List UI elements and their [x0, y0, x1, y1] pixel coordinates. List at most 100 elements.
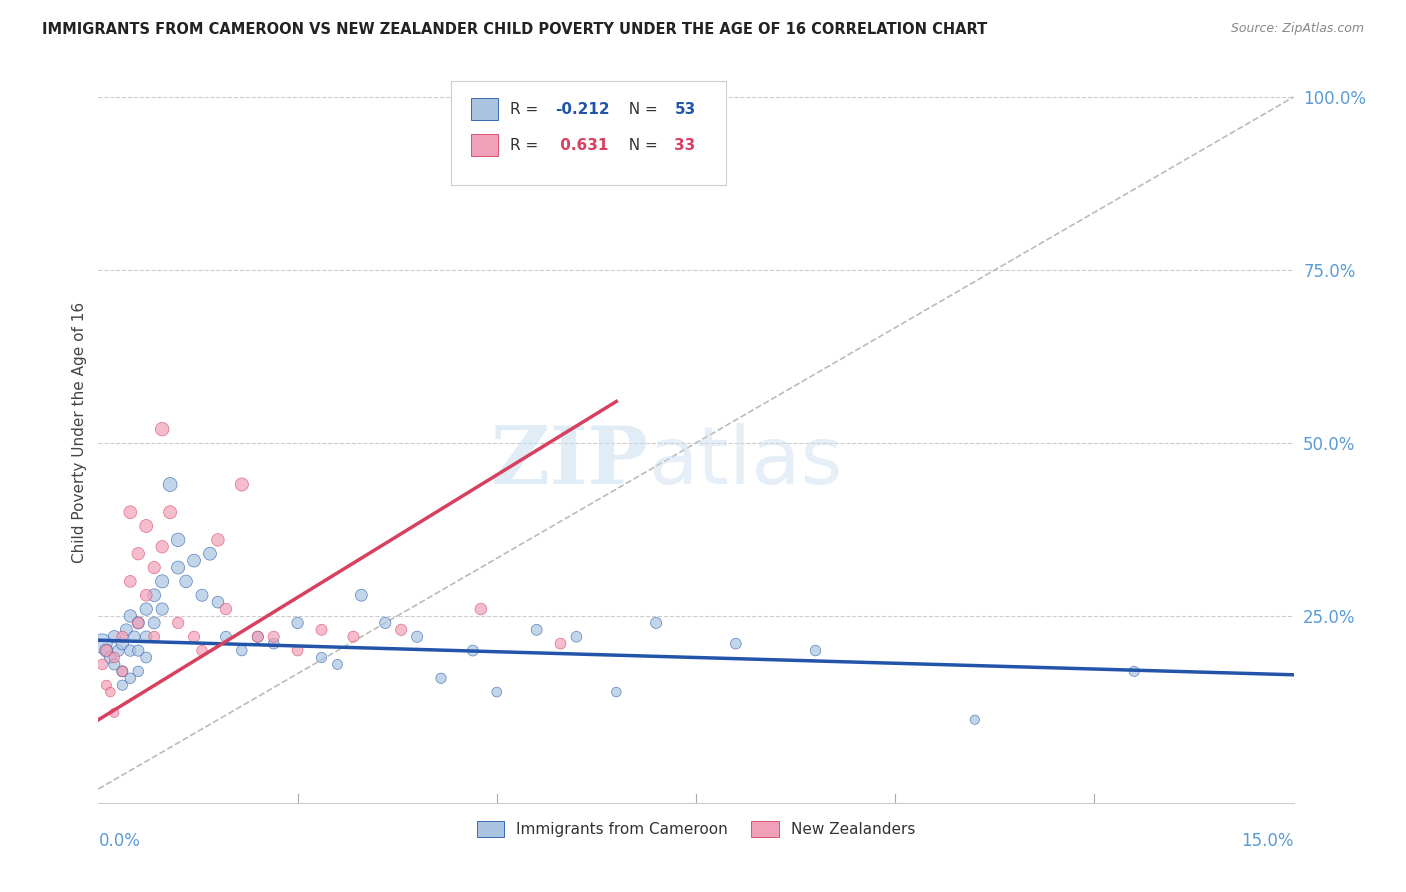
Point [127, 547, 149, 561]
Point [207, 595, 229, 609]
Point [565, 630, 588, 644]
Point [1123, 665, 1146, 679]
Point [207, 533, 229, 547]
Text: -0.212: -0.212 [555, 102, 610, 117]
Point [183, 554, 205, 568]
Point [246, 630, 269, 644]
Point [115, 623, 138, 637]
Point [143, 615, 166, 630]
Point [461, 643, 484, 657]
Point [103, 706, 125, 720]
Point [159, 477, 181, 491]
Point [804, 643, 827, 657]
Point [191, 588, 214, 602]
Point [127, 643, 149, 657]
Point [111, 665, 134, 679]
Point [150, 574, 173, 589]
Point [120, 609, 142, 624]
Point [485, 685, 508, 699]
Text: 53: 53 [675, 102, 696, 117]
Point [124, 630, 146, 644]
Point [215, 602, 238, 616]
Point [470, 602, 492, 616]
Point [143, 560, 166, 574]
Point [246, 630, 269, 644]
Point [120, 574, 142, 589]
Legend: Immigrants from Cameroon, New Zealanders: Immigrants from Cameroon, New Zealanders [471, 815, 921, 843]
Point [191, 643, 214, 657]
Point [150, 540, 173, 554]
Point [174, 574, 197, 589]
Point [127, 615, 149, 630]
FancyBboxPatch shape [451, 81, 725, 185]
Point [135, 630, 157, 644]
Bar [471, 98, 498, 120]
Point [645, 615, 668, 630]
Text: atlas: atlas [648, 423, 842, 501]
Point [96, 678, 118, 692]
Point [350, 588, 373, 602]
Point [311, 650, 333, 665]
Point [120, 643, 142, 657]
Point [342, 630, 364, 644]
Y-axis label: Child Poverty Under the Age of 16: Child Poverty Under the Age of 16 [72, 302, 87, 563]
Point [143, 630, 166, 644]
Text: R =: R = [509, 138, 543, 153]
Point [120, 671, 142, 685]
Point [231, 477, 253, 491]
Text: IMMIGRANTS FROM CAMEROON VS NEW ZEALANDER CHILD POVERTY UNDER THE AGE OF 16 CORR: IMMIGRANTS FROM CAMEROON VS NEW ZEALANDE… [42, 22, 987, 37]
Text: 33: 33 [675, 138, 696, 153]
Point [167, 533, 190, 547]
Point [326, 657, 349, 672]
Bar [471, 135, 498, 156]
Point [183, 630, 205, 644]
Point [198, 547, 221, 561]
Point [111, 637, 134, 651]
Text: R =: R = [509, 102, 543, 117]
Text: 15.0%: 15.0% [1241, 832, 1294, 850]
Point [550, 637, 572, 651]
Point [98, 685, 122, 699]
Point [111, 630, 134, 644]
Point [135, 519, 157, 533]
Point [150, 422, 173, 436]
Text: Source: ZipAtlas.com: Source: ZipAtlas.com [1230, 22, 1364, 36]
Point [159, 505, 181, 519]
Point [96, 643, 118, 657]
Point [111, 678, 134, 692]
Point [91, 657, 114, 672]
Point [96, 643, 118, 657]
Point [98, 650, 122, 665]
Point [231, 643, 253, 657]
Point [135, 588, 157, 602]
Point [406, 630, 429, 644]
Point [143, 588, 166, 602]
Text: ZIP: ZIP [491, 423, 648, 501]
Point [91, 637, 114, 651]
Point [374, 615, 396, 630]
Point [111, 665, 134, 679]
Point [127, 665, 149, 679]
Text: 0.631: 0.631 [555, 138, 609, 153]
Point [103, 630, 125, 644]
Point [135, 602, 157, 616]
Point [287, 643, 309, 657]
Point [724, 637, 747, 651]
Point [107, 643, 129, 657]
Point [430, 671, 453, 685]
Point [167, 560, 190, 574]
Point [215, 630, 238, 644]
Point [263, 637, 285, 651]
Point [135, 650, 157, 665]
Point [963, 713, 986, 727]
Text: N =: N = [620, 102, 664, 117]
Point [103, 650, 125, 665]
Point [150, 602, 173, 616]
Text: N =: N = [620, 138, 664, 153]
Point [167, 615, 190, 630]
Point [120, 505, 142, 519]
Point [389, 623, 412, 637]
Point [287, 615, 309, 630]
Point [311, 623, 333, 637]
Point [605, 685, 627, 699]
